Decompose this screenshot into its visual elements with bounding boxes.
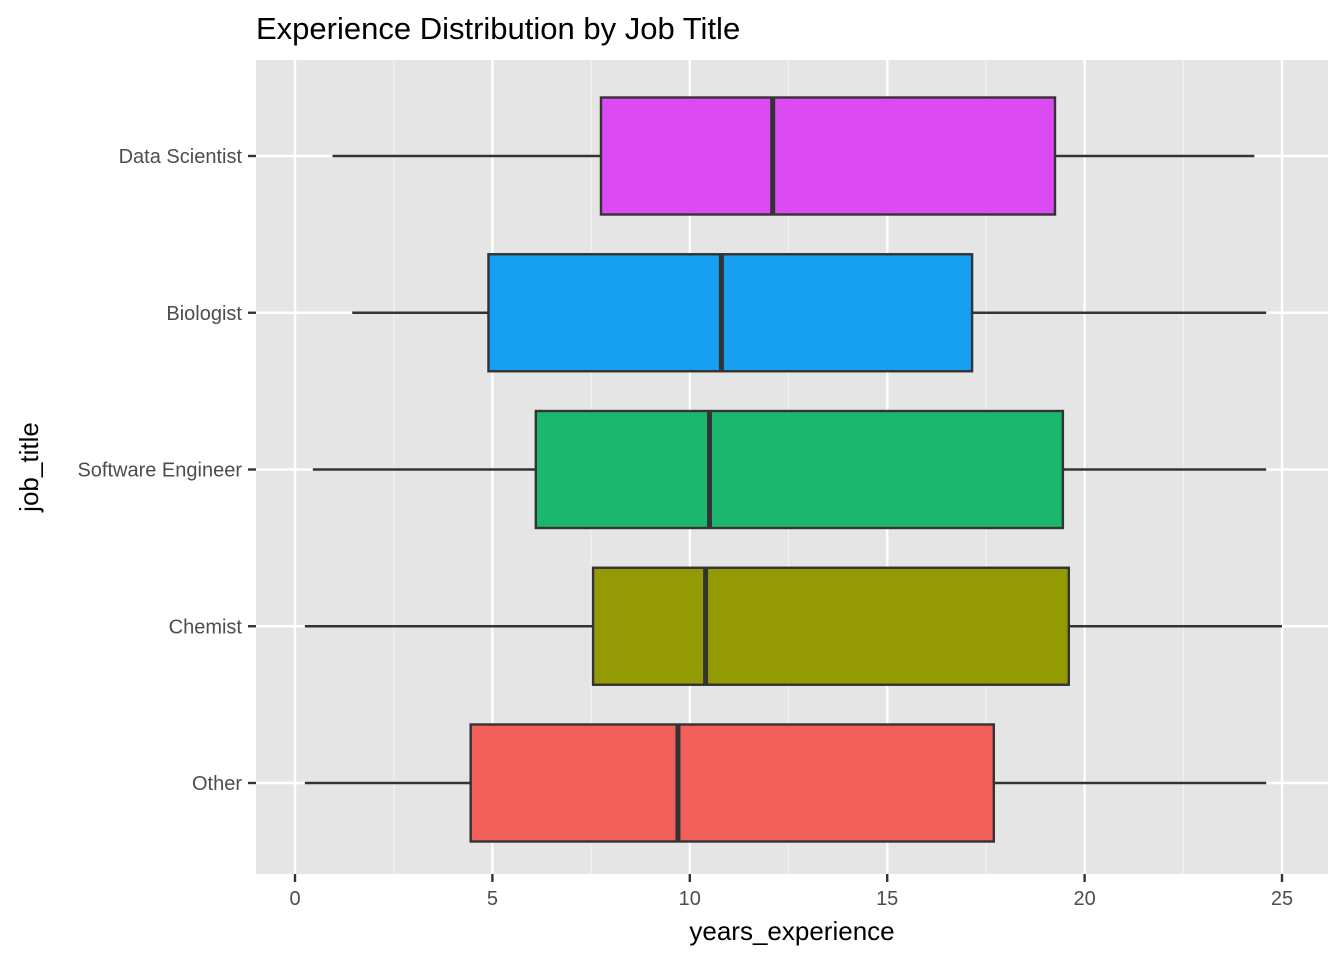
box-body bbox=[487, 253, 974, 373]
y-tick-label: Other bbox=[192, 773, 242, 795]
x-tick-label: 25 bbox=[1271, 888, 1293, 910]
y-tick-label: Chemist bbox=[169, 616, 243, 638]
x-tick-label: 5 bbox=[487, 888, 498, 910]
y-tick-label: Software Engineer bbox=[77, 460, 242, 482]
x-tick-label: 15 bbox=[876, 888, 898, 910]
box-body bbox=[599, 96, 1057, 216]
box-body bbox=[534, 409, 1065, 530]
box-chemist bbox=[304, 566, 1282, 686]
box-other bbox=[304, 723, 1267, 843]
x-axis-title: years_experience bbox=[689, 916, 894, 946]
box-series bbox=[304, 96, 1282, 843]
y-tick-label: Biologist bbox=[166, 303, 242, 325]
chart-title: Experience Distribution by Job Title bbox=[256, 11, 740, 46]
box-body bbox=[591, 566, 1071, 686]
x-tick-label: 10 bbox=[679, 888, 701, 910]
box-body bbox=[469, 723, 995, 843]
box-biologist bbox=[352, 253, 1267, 373]
y-axis-title: job_title bbox=[14, 422, 44, 513]
x-tick-label: 0 bbox=[289, 888, 300, 910]
box-data-scientist bbox=[332, 96, 1255, 216]
axes: Data Scientist Biologist Software Engineer… bbox=[77, 146, 1293, 910]
x-tick-label: 20 bbox=[1073, 888, 1095, 910]
box-software-engineer bbox=[312, 409, 1267, 530]
y-tick-label: Data Scientist bbox=[119, 146, 243, 168]
